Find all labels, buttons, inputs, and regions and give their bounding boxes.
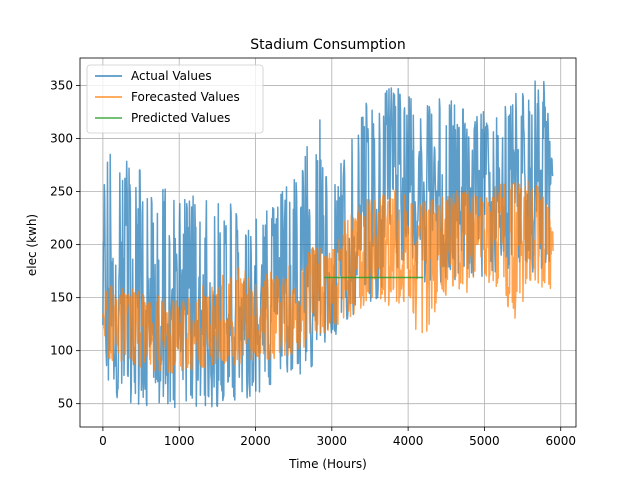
- x-tick-label: 6000: [545, 434, 576, 448]
- x-axis-label: Time (Hours): [288, 457, 367, 471]
- y-tick-label: 300: [50, 132, 73, 146]
- chart-title: Stadium Consumption: [250, 37, 405, 53]
- y-axis-label: elec (kwh): [25, 214, 39, 276]
- legend-label: Forecasted Values: [131, 90, 240, 104]
- x-tick-label: 2000: [240, 434, 271, 448]
- x-tick-label: 0: [99, 434, 107, 448]
- legend-label: Predicted Values: [131, 111, 230, 125]
- plot-area: 0 1000 2000 3000 4000 5000 6000 50 100 150 200 250 3…: [50, 57, 577, 448]
- y-tick-label: 150: [50, 291, 73, 305]
- ticks: 0 1000 2000 3000 4000 5000 6000 50 100 150 200 250 3…: [50, 79, 576, 448]
- y-tick-label: 100: [50, 344, 73, 358]
- legend: Actual Values Forecasted Values Predicted …: [86, 64, 264, 134]
- x-tick-label: 4000: [393, 434, 424, 448]
- y-tick-label: 350: [50, 79, 73, 93]
- y-tick-label: 50: [58, 397, 73, 411]
- y-tick-label: 250: [50, 185, 73, 199]
- series-line-forecasted: [102, 180, 554, 374]
- legend-box: [86, 64, 264, 134]
- x-tick-label: 3000: [317, 434, 348, 448]
- y-tick-label: 200: [50, 238, 73, 252]
- x-tick-label: 1000: [164, 434, 195, 448]
- axes-frame: [79, 57, 577, 428]
- x-tick-label: 5000: [469, 434, 500, 448]
- series-group: [102, 80, 554, 409]
- legend-label: Actual Values: [131, 69, 212, 83]
